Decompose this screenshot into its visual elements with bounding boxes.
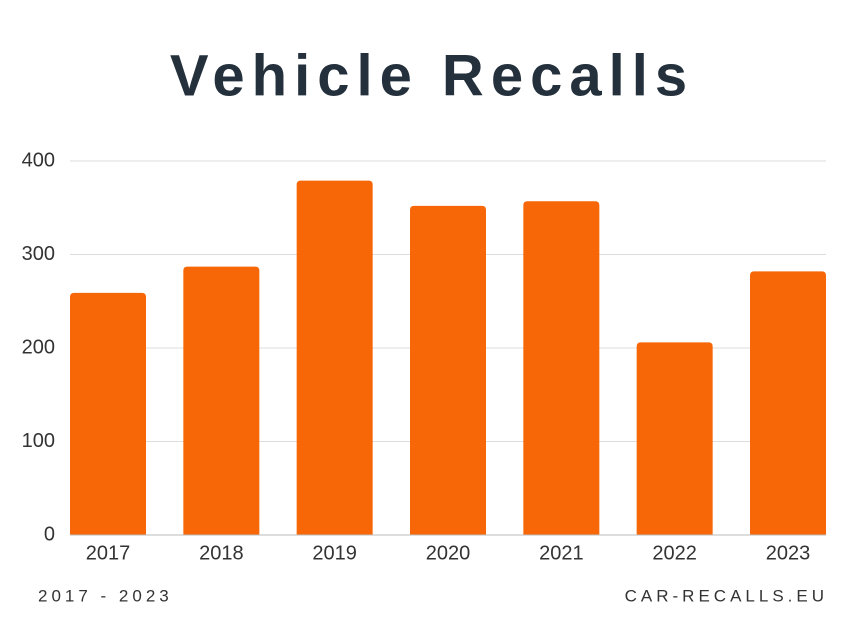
y-tick-label: 300: [22, 243, 55, 265]
bar: [636, 342, 713, 535]
y-tick-label: 400: [22, 149, 55, 171]
bar: [750, 271, 826, 535]
x-tick-label: 2019: [312, 542, 357, 564]
y-tick-label: 200: [22, 336, 55, 358]
x-tick-label: 2022: [652, 542, 697, 564]
x-tick-label: 2023: [766, 542, 811, 564]
bar: [296, 180, 373, 535]
chart-title: Vehicle Recalls: [170, 43, 694, 108]
x-tick-label: 2020: [426, 542, 471, 564]
bar: [70, 292, 146, 535]
x-tick-label: 2021: [539, 542, 584, 564]
bar: [523, 201, 600, 535]
bar: [183, 266, 260, 535]
subtitle: 2017 - 2023: [38, 586, 173, 605]
y-tick-label: 100: [22, 430, 55, 452]
y-tick-label: 0: [44, 523, 55, 545]
bar: [410, 205, 486, 535]
source: CAR-RECALLS.EU: [625, 586, 828, 605]
x-tick-label: 2018: [199, 542, 244, 564]
x-tick-label: 2017: [86, 542, 131, 564]
